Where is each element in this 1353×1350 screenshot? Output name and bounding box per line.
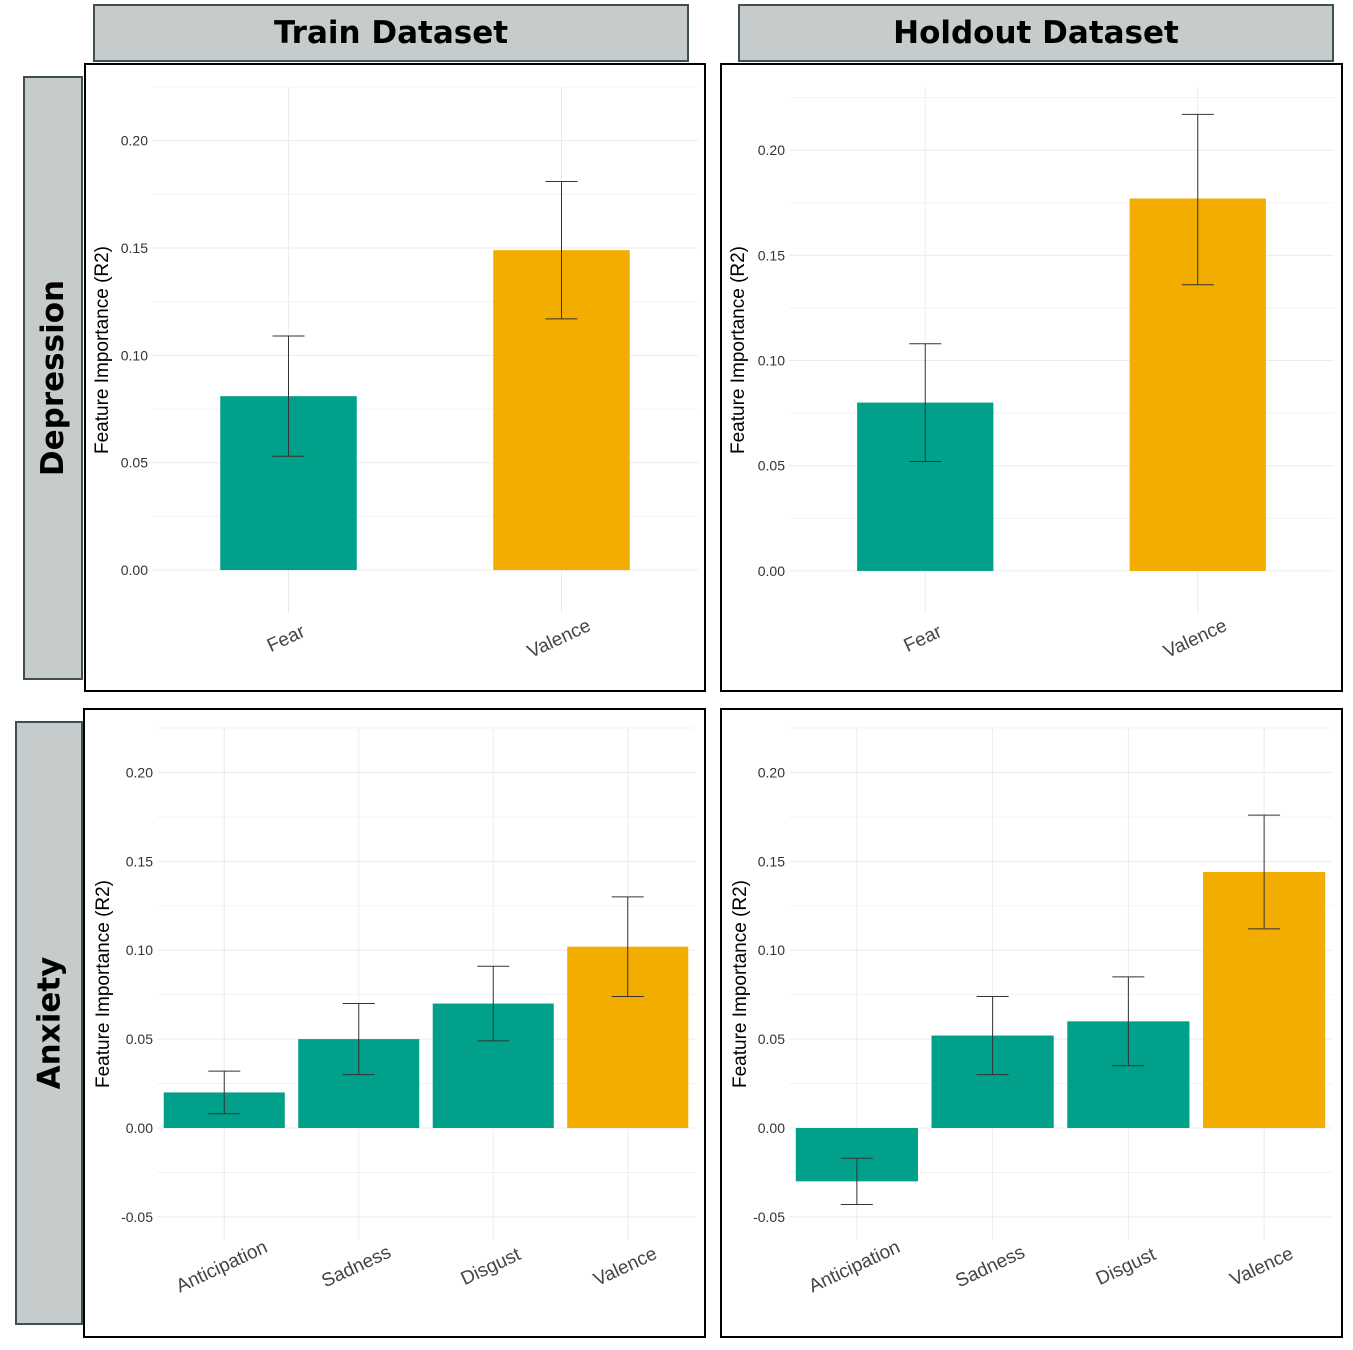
y-tick-label: 0.00 (121, 562, 148, 578)
x-category-label: Anticipation (173, 1237, 271, 1298)
column-header-train: Train Dataset (93, 4, 689, 62)
x-category-label: Valence (524, 615, 594, 662)
error-bar-valence (1248, 814, 1281, 930)
x-category-label: Disgust (1093, 1244, 1160, 1290)
error-bar-fear (272, 335, 305, 457)
panel-anxiety-holdout: -0.05 0.00 0.05 0.10 0.15 0.20 Anticipation Sad… (720, 708, 1343, 1338)
x-category-label: Sadness (952, 1242, 1028, 1292)
y-tick-label: 0.20 (126, 764, 153, 780)
x-category-label: Valence (1161, 615, 1231, 662)
y-tick-label: 0.05 (121, 455, 148, 471)
error-bar-anticipation (208, 1070, 241, 1115)
y-tick-label: 0.05 (126, 1031, 153, 1047)
y-tick-label: 0.00 (758, 1120, 785, 1136)
y-tick-label: 0.10 (121, 347, 148, 363)
error-bar-valence (611, 896, 644, 997)
grid (157, 727, 695, 1240)
panel-depression-train: 0.00 0.05 0.10 0.15 0.20 Fear Valence Feature I… (84, 63, 706, 692)
error-bar-fear (909, 343, 942, 463)
y-tick-label: 0.20 (758, 764, 785, 780)
error-bar-valence (545, 180, 578, 320)
panel-depression-holdout: 0.00 0.05 0.10 0.15 0.20 Fear Valence Feature I… (720, 63, 1343, 692)
y-tick-label: 0.00 (126, 1120, 153, 1136)
y-tick-label: 0.05 (758, 458, 785, 474)
chart-depression-holdout: 0.00 0.05 0.10 0.15 0.20 Fear Valence Feature I… (728, 87, 1334, 663)
y-axis-title: Feature Importance (R2) (730, 880, 751, 1088)
y-tick-label: 0.15 (758, 853, 785, 869)
x-category-label: Valence (591, 1243, 661, 1290)
error-bar-sadness (976, 995, 1009, 1076)
y-tick-label: 0.15 (121, 240, 148, 256)
chart-anxiety-holdout: -0.05 0.00 0.05 0.10 0.15 0.20 Anticipation Sad… (730, 727, 1332, 1298)
row-header-depression: Depression (23, 76, 83, 680)
y-axis-title: Feature Importance (R2) (93, 880, 114, 1088)
x-category-label: Anticipation (806, 1237, 904, 1298)
column-header-holdout: Holdout Dataset (738, 4, 1334, 62)
column-header-holdout-label: Holdout Dataset (893, 15, 1179, 51)
x-category-label: Fear (901, 621, 946, 657)
error-bar-disgust (1112, 976, 1145, 1067)
error-bar-valence (1181, 113, 1214, 286)
y-tick-label: 0.10 (758, 353, 785, 369)
chart-depression-train: 0.00 0.05 0.10 0.15 0.20 Fear Valence Feature I… (92, 86, 698, 663)
y-tick-label: 0.15 (126, 853, 153, 869)
x-category-label: Valence (1227, 1243, 1297, 1290)
chart-anxiety-train: -0.05 0.00 0.05 0.10 0.15 0.20 Anticipation Sad… (93, 727, 695, 1298)
y-tick-label: -0.05 (121, 1209, 153, 1225)
row-header-anxiety-label: Anxiety (31, 956, 68, 1090)
panel-anxiety-train: -0.05 0.00 0.05 0.10 0.15 0.20 Anticipation Sad… (83, 708, 706, 1338)
x-category-label: Sadness (318, 1242, 394, 1292)
error-bar-sadness (342, 1003, 375, 1076)
x-category-label: Fear (264, 621, 309, 657)
y-tick-label: 0.15 (758, 247, 785, 263)
column-header-train-label: Train Dataset (273, 15, 509, 51)
y-tick-label: 0.20 (121, 133, 148, 149)
y-tick-label: 0.10 (758, 942, 785, 958)
row-header-anxiety: Anxiety (15, 721, 83, 1325)
y-tick-label: 0.20 (758, 142, 785, 158)
x-category-label: Disgust (458, 1244, 525, 1290)
row-header-depression-label: Depression (35, 279, 72, 477)
y-axis-title: Feature Importance (R2) (728, 246, 749, 454)
y-axis-title: Feature Importance (R2) (92, 246, 113, 454)
y-tick-label: 0.05 (758, 1031, 785, 1047)
error-bar-disgust (477, 965, 510, 1042)
y-tick-label: 0.00 (758, 563, 785, 579)
y-tick-label: 0.10 (126, 942, 153, 958)
error-bar-anticipation (840, 1157, 873, 1205)
y-tick-label: -0.05 (753, 1209, 785, 1225)
